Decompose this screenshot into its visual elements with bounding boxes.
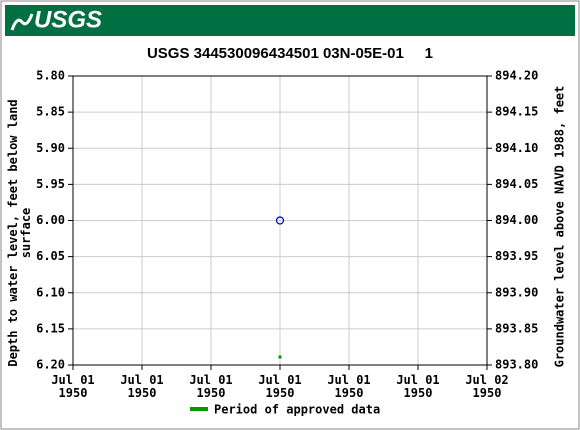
y2-tick-label: 893.80 xyxy=(495,358,538,372)
header-bar xyxy=(5,5,575,36)
y2-tick-label: 894.20 xyxy=(495,69,538,83)
y-tick-label: 6.20 xyxy=(36,358,65,372)
x-tick-label: Jul 02 1950 xyxy=(465,373,509,400)
y-tick-label: 6.15 xyxy=(36,321,65,335)
data-point xyxy=(275,216,285,225)
y-tick-label: 5.95 xyxy=(36,177,65,191)
x-tick-label: Jul 01 1950 xyxy=(51,373,95,400)
x-tick-label: Jul 01 1950 xyxy=(189,373,233,400)
legend-label: Period of approved data xyxy=(214,403,380,417)
approved-period xyxy=(278,355,282,359)
logo: USGS xyxy=(34,6,102,33)
y2-axis-label: Groundwater level above NAVD 1988, feet xyxy=(552,85,567,368)
chart-title: USGS 344530096434501 03N-05E-01 1 xyxy=(147,45,433,62)
y-axis-label: Depth to water level, feet below land su… xyxy=(6,99,33,367)
y2-tick-label: 893.95 xyxy=(495,249,538,263)
x-tick-label: Jul 01 1950 xyxy=(396,373,440,400)
y2-tick-label: 894.00 xyxy=(495,213,538,227)
x-tick-label: Jul 01 1950 xyxy=(120,373,164,400)
y-tick-label: 5.90 xyxy=(36,141,65,155)
y2-tick-label: 894.05 xyxy=(495,177,538,191)
y2-tick-label: 893.90 xyxy=(495,285,538,299)
y-tick-label: 6.05 xyxy=(36,249,65,263)
x-tick-label: Jul 01 1950 xyxy=(327,373,371,400)
y-tick-label: 6.00 xyxy=(36,213,65,227)
logo-icon xyxy=(10,13,34,31)
y2-tick-label: 894.15 xyxy=(495,105,538,119)
y2-tick-label: 893.85 xyxy=(495,321,538,335)
y2-tick-label: 894.10 xyxy=(495,141,538,155)
plot-frame xyxy=(72,75,488,366)
y-tick-label: 5.85 xyxy=(36,105,65,119)
x-tick-label: Jul 01 1950 xyxy=(258,373,302,400)
y-tick-label: 5.80 xyxy=(36,69,65,83)
y-tick-label: 6.10 xyxy=(36,285,65,299)
